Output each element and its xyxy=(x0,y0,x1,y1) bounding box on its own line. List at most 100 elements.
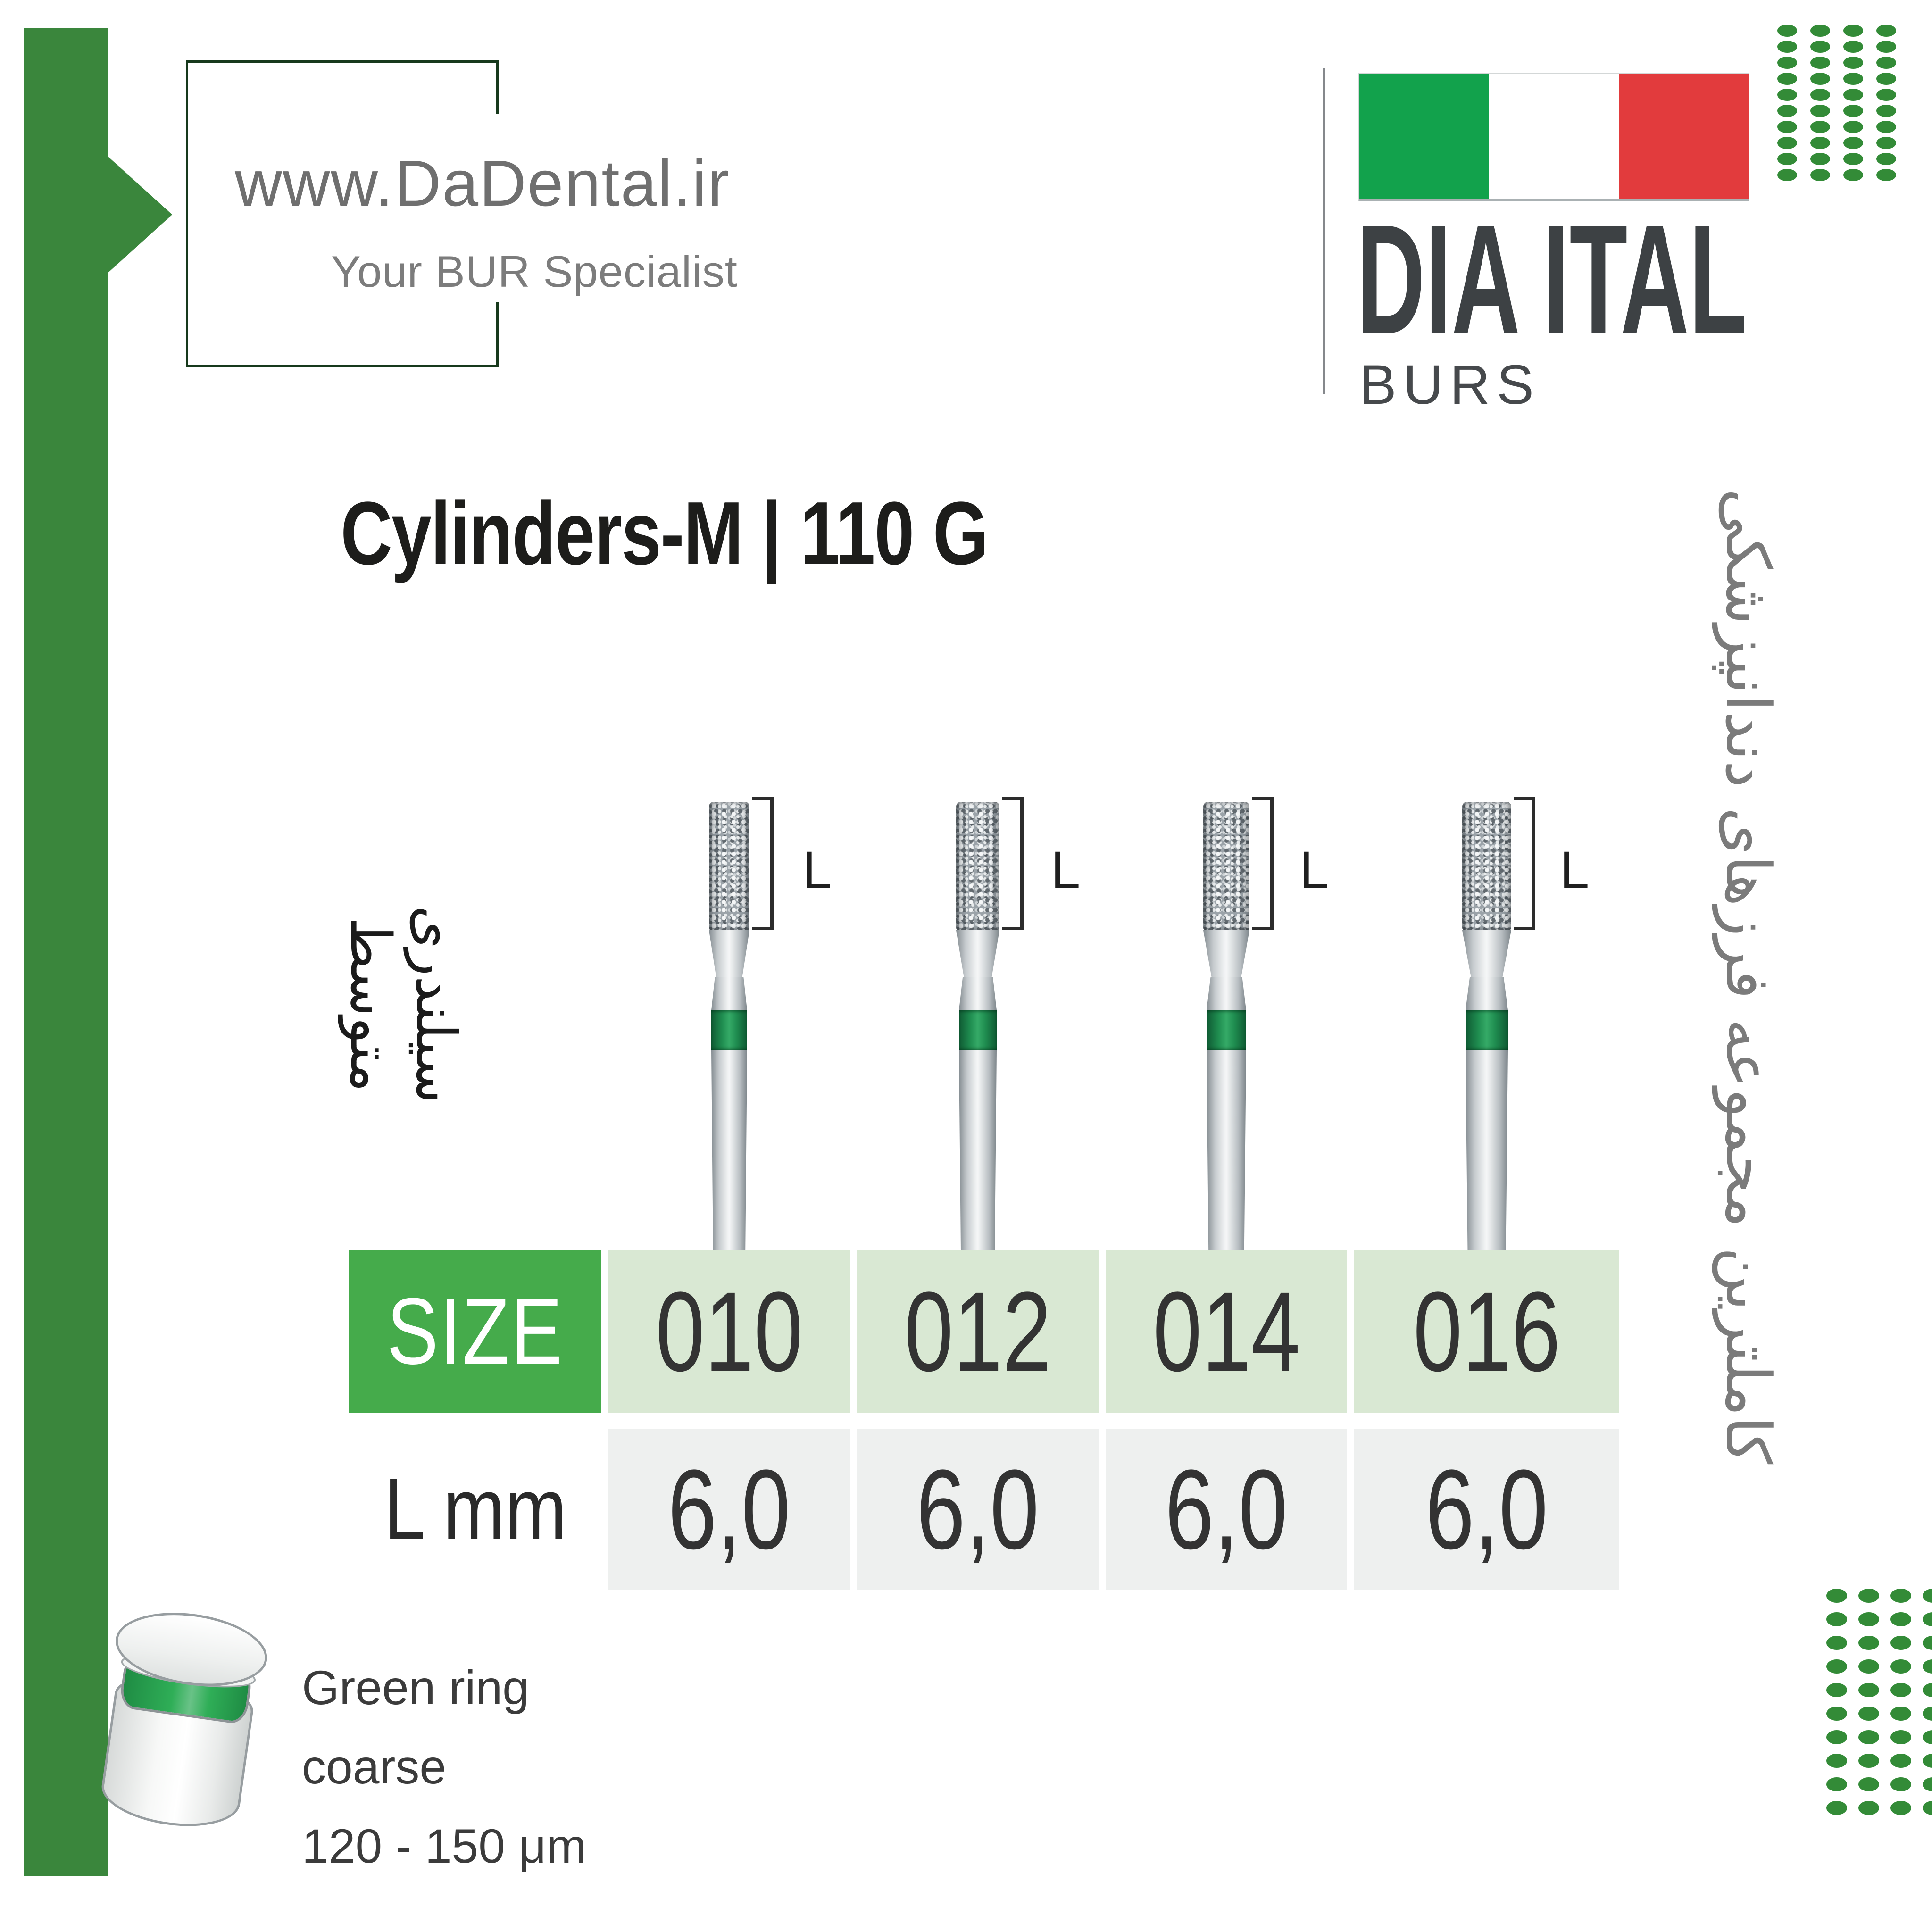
green-dot-icon xyxy=(1826,1730,1847,1744)
length-label: L xyxy=(1560,841,1590,899)
green-dot-icon xyxy=(1890,1730,1911,1744)
flag-red-band xyxy=(1619,74,1749,199)
green-dot-icon xyxy=(1777,41,1797,53)
green-dot-icon xyxy=(1810,105,1830,117)
green-dot-icon xyxy=(1810,25,1830,37)
size-cell-2: 012 xyxy=(857,1250,1099,1413)
row-label-lmm: L mm xyxy=(349,1429,601,1590)
length-bracket-icon xyxy=(752,797,774,930)
grit-ring xyxy=(711,1010,747,1050)
vertical-promo-text: کاملترین مجموعه فرزهای دندانپزشکی xyxy=(1712,488,1784,1465)
green-dot-icon xyxy=(1923,1683,1932,1697)
diamond-tip xyxy=(709,802,749,930)
green-dot-icon xyxy=(1777,57,1797,69)
green-dot-icon xyxy=(1777,137,1797,149)
green-dot-icon xyxy=(1858,1801,1879,1815)
size-value: 012 xyxy=(904,1268,1052,1395)
length-bracket-icon xyxy=(1252,797,1274,930)
right-arrow-marker-icon xyxy=(107,156,172,274)
green-dot-icon xyxy=(1876,73,1896,85)
green-dot-icon xyxy=(1810,41,1830,53)
bur-neck-flare xyxy=(1207,977,1246,1010)
green-dot-icon xyxy=(1810,137,1830,149)
green-dot-icon xyxy=(1923,1659,1932,1674)
green-dot-icon xyxy=(1777,169,1797,181)
size-value: 014 xyxy=(1152,1268,1300,1395)
flag-white-band xyxy=(1489,74,1619,199)
green-dot-icon xyxy=(1826,1589,1847,1603)
logo-frame-right-top xyxy=(496,60,499,114)
category-label-fa: سیلندری متوسط xyxy=(338,905,469,1104)
lmm-cell-4: 6,0 xyxy=(1354,1429,1619,1590)
green-dot-icon xyxy=(1777,73,1797,85)
table-header-size-label: SIZE xyxy=(387,1278,564,1384)
length-label: L xyxy=(1299,841,1329,899)
legend-line-1: Green ring xyxy=(302,1661,529,1715)
green-dot-icon xyxy=(1810,169,1830,181)
green-dot-icon xyxy=(1923,1730,1932,1744)
green-dot-icon xyxy=(1876,153,1896,165)
page-title: Cylinders-M | 110 G xyxy=(341,483,989,583)
green-dot-icon xyxy=(1876,137,1896,149)
italy-flag-icon xyxy=(1358,73,1749,201)
green-dot-icon xyxy=(1826,1777,1847,1791)
bur-neck-flare xyxy=(1466,977,1508,1010)
website-link[interactable]: www.DaDental.ir xyxy=(235,147,730,220)
length-bracket-icon xyxy=(1514,797,1535,930)
size-cell-1: 010 xyxy=(608,1250,850,1413)
logo-frame-right-bottom xyxy=(496,302,499,367)
bur-neck-flare xyxy=(711,977,747,1010)
green-dot-icon xyxy=(1876,89,1896,101)
bur-shank xyxy=(1466,1050,1508,1251)
green-dot-icon xyxy=(1890,1683,1911,1697)
green-dot-icon xyxy=(1843,121,1863,133)
bur-neck-taper xyxy=(1203,930,1249,977)
green-dot-icon xyxy=(1810,121,1830,133)
lmm-value: 6,0 xyxy=(1165,1446,1288,1573)
grit-ring xyxy=(959,1010,997,1050)
green-dot-icon xyxy=(1777,105,1797,117)
length-label: L xyxy=(1051,841,1081,899)
green-dot-icon xyxy=(1777,89,1797,101)
brand-title: DIA ITAL xyxy=(1357,208,1747,349)
lmm-value: 6,0 xyxy=(1425,1446,1549,1573)
dot-grid-bottom xyxy=(1826,1589,1932,1815)
green-dot-icon xyxy=(1843,169,1863,181)
green-dot-icon xyxy=(1858,1777,1879,1791)
size-cell-3: 014 xyxy=(1106,1250,1347,1413)
diamond-tip xyxy=(1462,802,1511,930)
green-dot-icon xyxy=(1923,1589,1932,1603)
legend-line-2: coarse xyxy=(302,1740,447,1794)
brand-subtitle: BURS xyxy=(1359,354,1541,416)
bur-neck-flare xyxy=(959,977,997,1010)
bur-shank xyxy=(711,1050,747,1251)
green-dot-icon xyxy=(1890,1777,1911,1791)
green-dot-icon xyxy=(1826,1612,1847,1626)
green-dot-icon xyxy=(1890,1707,1911,1721)
green-dot-icon xyxy=(1858,1659,1879,1674)
green-dot-icon xyxy=(1777,121,1797,133)
green-dot-icon xyxy=(1876,57,1896,69)
green-dot-icon xyxy=(1843,25,1863,37)
green-dot-icon xyxy=(1777,25,1797,37)
green-dot-icon xyxy=(1858,1589,1879,1603)
legend-bur-collar xyxy=(69,1601,290,1871)
green-dot-icon xyxy=(1843,89,1863,101)
green-dot-icon xyxy=(1826,1707,1847,1721)
green-dot-icon xyxy=(1876,121,1896,133)
green-dot-icon xyxy=(1810,153,1830,165)
green-dot-icon xyxy=(1858,1730,1879,1744)
green-dot-icon xyxy=(1826,1683,1847,1697)
length-label: L xyxy=(802,841,832,899)
lmm-cell-2: 6,0 xyxy=(857,1429,1099,1590)
lmm-value: 6,0 xyxy=(916,1446,1040,1573)
green-dot-icon xyxy=(1843,57,1863,69)
divider-line xyxy=(1323,68,1325,394)
lmm-value: 6,0 xyxy=(667,1446,791,1573)
green-dot-icon xyxy=(1876,25,1896,37)
grit-ring xyxy=(1466,1010,1508,1050)
tagline-text: Your BUR Specialist xyxy=(331,247,738,296)
bur-shank xyxy=(959,1050,997,1251)
green-dot-icon xyxy=(1843,41,1863,53)
lmm-cell-3: 6,0 xyxy=(1106,1429,1347,1590)
